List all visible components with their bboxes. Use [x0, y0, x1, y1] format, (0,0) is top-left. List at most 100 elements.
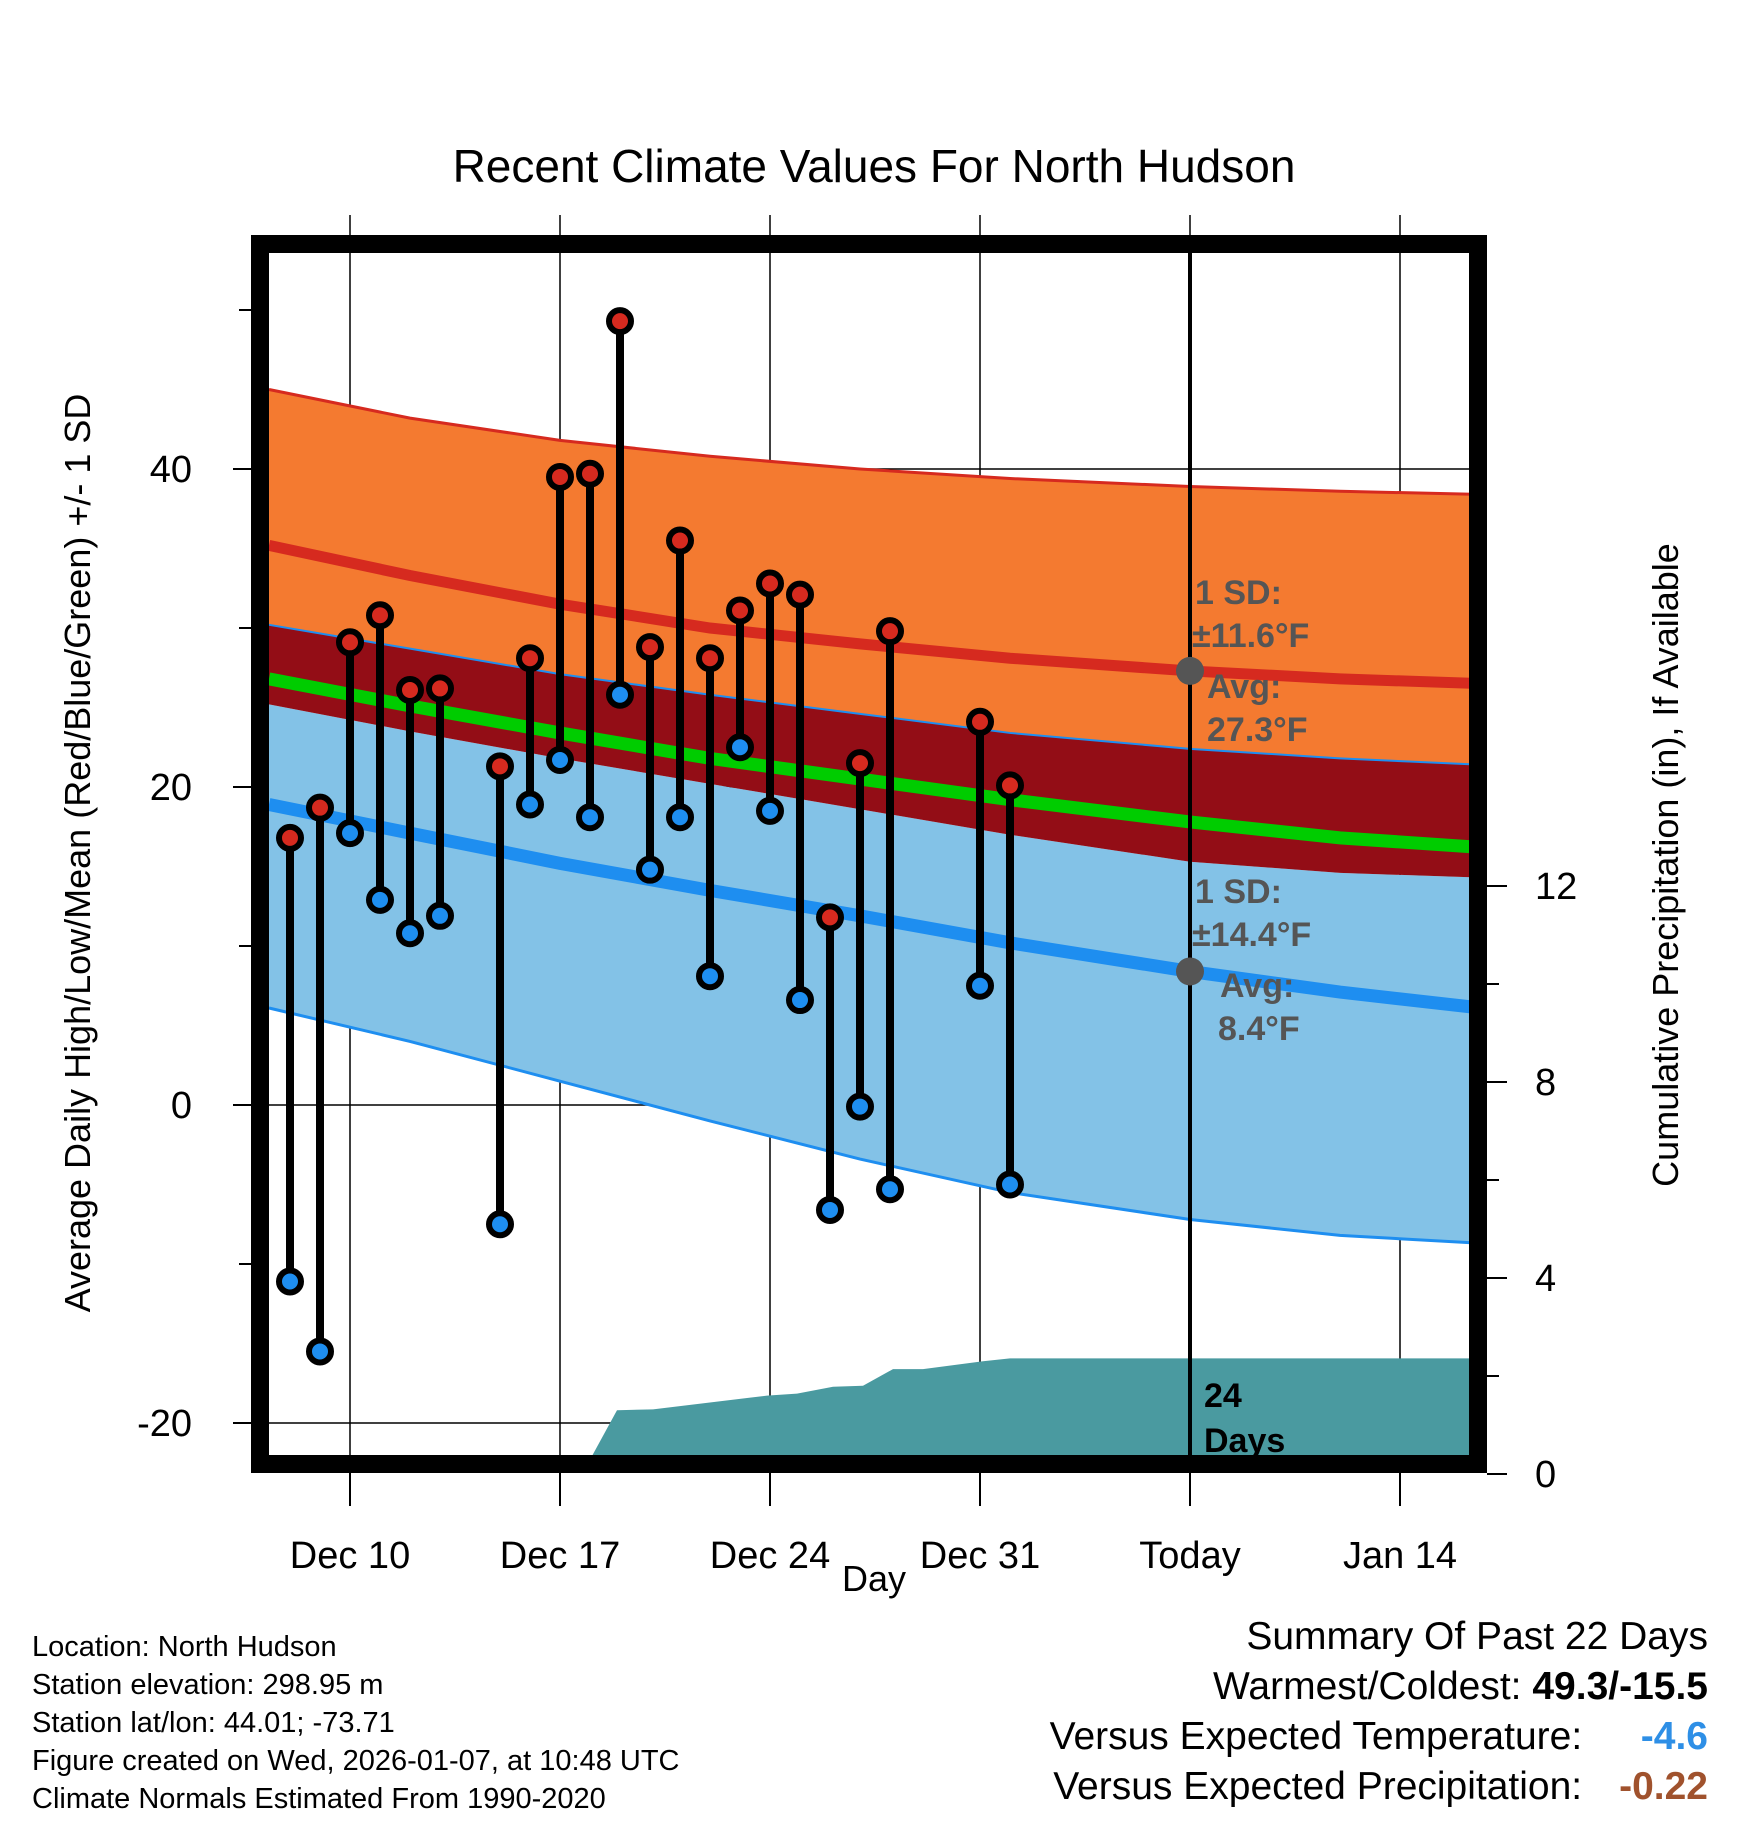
- obs-low-point: [546, 745, 574, 774]
- low-avg-value: 8.4°F: [1218, 1010, 1300, 1048]
- obs-high-point: [306, 793, 334, 822]
- y-axis-label: Average Daily High/Low/Mean (Red/Blue/Gr…: [57, 394, 98, 1313]
- y2-tick-label: 4: [1535, 1258, 1556, 1300]
- x-tick-label: Today: [1139, 1535, 1240, 1577]
- obs-low-point: [606, 680, 634, 709]
- high-avg-dot: [1176, 656, 1204, 685]
- obs-high-point: [426, 674, 454, 703]
- days-word: Days: [1204, 1422, 1285, 1460]
- low-sd-band: [269, 704, 1478, 1244]
- obs-high-point: [696, 644, 724, 673]
- obs-high-point: [276, 823, 304, 852]
- y2-axis-label: Cumulative Precipitation (in), If Availa…: [1645, 543, 1686, 1187]
- obs-high-point: [366, 601, 394, 630]
- obs-high-point: [996, 771, 1024, 800]
- y-tick-label: -20: [137, 1403, 192, 1445]
- obs-high-point: [876, 617, 904, 646]
- high-sd-value: ±11.6°F: [1192, 617, 1309, 655]
- precipitation-area: [587, 1358, 1478, 1464]
- obs-low-point: [966, 971, 994, 1000]
- obs-high-point: [846, 749, 874, 778]
- obs-high-point: [396, 676, 424, 705]
- climate-chart: Recent Climate Values For North Hudson 1…: [57, 140, 1686, 1599]
- obs-low-point: [996, 1170, 1024, 1199]
- low-avg-label: Avg:: [1220, 967, 1294, 1005]
- obs-low-point: [726, 733, 754, 762]
- high-avg-value: 27.3°F: [1207, 711, 1308, 749]
- x-tick-label: Dec 24: [710, 1535, 830, 1577]
- days-count: 24: [1204, 1377, 1242, 1415]
- latlon-text: Station lat/lon: 44.01; -73.71: [32, 1707, 395, 1739]
- low-sd-lower-line: [268, 1006, 1478, 1245]
- x-tick-label: Dec 10: [290, 1535, 410, 1577]
- created-text: Figure created on Wed, 2026-01-07, at 10…: [32, 1745, 680, 1777]
- observed-values: [276, 307, 1024, 1366]
- obs-low-point: [366, 885, 394, 914]
- obs-low-point: [636, 855, 664, 884]
- obs-low-point: [876, 1175, 904, 1204]
- precip-label: Versus Expected Precipitation:: [1053, 1765, 1583, 1808]
- obs-low-point: [666, 803, 694, 832]
- station-info: Location: North Hudson Station elevation…: [32, 1628, 680, 1818]
- high-avg-line: [267, 539, 1478, 690]
- warm-cold-row: Warmest/Coldest: 49.3/-15.5: [1050, 1662, 1708, 1712]
- normals-text: Climate Normals Estimated From 1990-2020: [32, 1783, 606, 1815]
- obs-high-point: [576, 459, 604, 488]
- obs-high-point: [636, 633, 664, 662]
- high-avg-label: Avg:: [1207, 668, 1281, 706]
- obs-low-point: [816, 1195, 844, 1224]
- summary-panel: Summary Of Past 22 Days Warmest/Coldest:…: [1050, 1612, 1708, 1812]
- obs-low-point: [786, 986, 814, 1015]
- normal-bands: [267, 388, 1478, 1245]
- obs-high-point: [816, 903, 844, 932]
- obs-high-point: [726, 596, 754, 625]
- obs-low-point: [336, 819, 364, 848]
- obs-low-point: [486, 1210, 514, 1239]
- plot-frame: [251, 235, 1487, 1473]
- precip-row: Versus Expected Precipitation: -0.22: [1050, 1762, 1708, 1812]
- y2-tick-label: 8: [1535, 1062, 1556, 1104]
- location-text: Location: North Hudson: [32, 1631, 337, 1663]
- temp-label: Versus Expected Temperature:: [1049, 1715, 1583, 1758]
- obs-high-point: [486, 752, 514, 781]
- elevation-text: Station elevation: 298.95 m: [32, 1669, 384, 1701]
- y2-tick-label: 12: [1535, 866, 1577, 908]
- obs-low-point: [306, 1337, 334, 1366]
- annotations: 1 SD: ±11.6°F Avg: 27.3°F 1 SD: ±14.4°F Avg: 8.…: [1176, 574, 1311, 1460]
- obs-low-point: [426, 901, 454, 930]
- y-tick-label: 20: [150, 767, 192, 809]
- y2-tick-label: 0: [1535, 1454, 1556, 1496]
- obs-high-point: [336, 628, 364, 657]
- warm-cold-label: Warmest/Coldest:: [1213, 1665, 1522, 1708]
- high-sd-label: 1 SD:: [1195, 574, 1282, 612]
- high-sd-lower-line: [268, 623, 1478, 766]
- y-tick-label: 0: [171, 1085, 192, 1127]
- axis-ticks: Dec 10 Dec 17 Dec 24 Dec 31 Today Jan 14 -20 0 2…: [137, 309, 1577, 1577]
- temp-value: -4.6: [1640, 1715, 1708, 1758]
- obs-high-point: [666, 526, 694, 555]
- precip-value: -0.22: [1619, 1765, 1708, 1808]
- precip-fill: [587, 1358, 1478, 1464]
- obs-high-point: [786, 580, 814, 609]
- obs-high-point: [756, 569, 784, 598]
- y-tick-label: 40: [150, 449, 192, 491]
- obs-high-point: [516, 644, 544, 673]
- obs-low-point: [276, 1267, 304, 1296]
- low-avg-dot: [1176, 957, 1204, 986]
- warm-cold-value: 49.3/-15.5: [1532, 1665, 1708, 1708]
- low-sd-label: 1 SD:: [1195, 873, 1282, 911]
- obs-high-point: [966, 707, 994, 736]
- x-axis-label: Day: [842, 1558, 906, 1599]
- x-tick-label: Jan 14: [1343, 1535, 1457, 1577]
- temp-row: Versus Expected Temperature: -4.6: [1050, 1712, 1708, 1762]
- obs-low-point: [846, 1092, 874, 1121]
- obs-low-point: [696, 962, 724, 991]
- obs-low-point: [396, 919, 424, 948]
- obs-high-point: [606, 307, 634, 336]
- x-tick-label: Dec 31: [920, 1535, 1040, 1577]
- chart-title: Recent Climate Values For North Hudson: [453, 140, 1296, 192]
- high-sd-upper-line: [268, 388, 1478, 496]
- obs-low-point: [516, 790, 544, 819]
- obs-low-point: [576, 803, 604, 832]
- obs-high-point: [546, 462, 574, 491]
